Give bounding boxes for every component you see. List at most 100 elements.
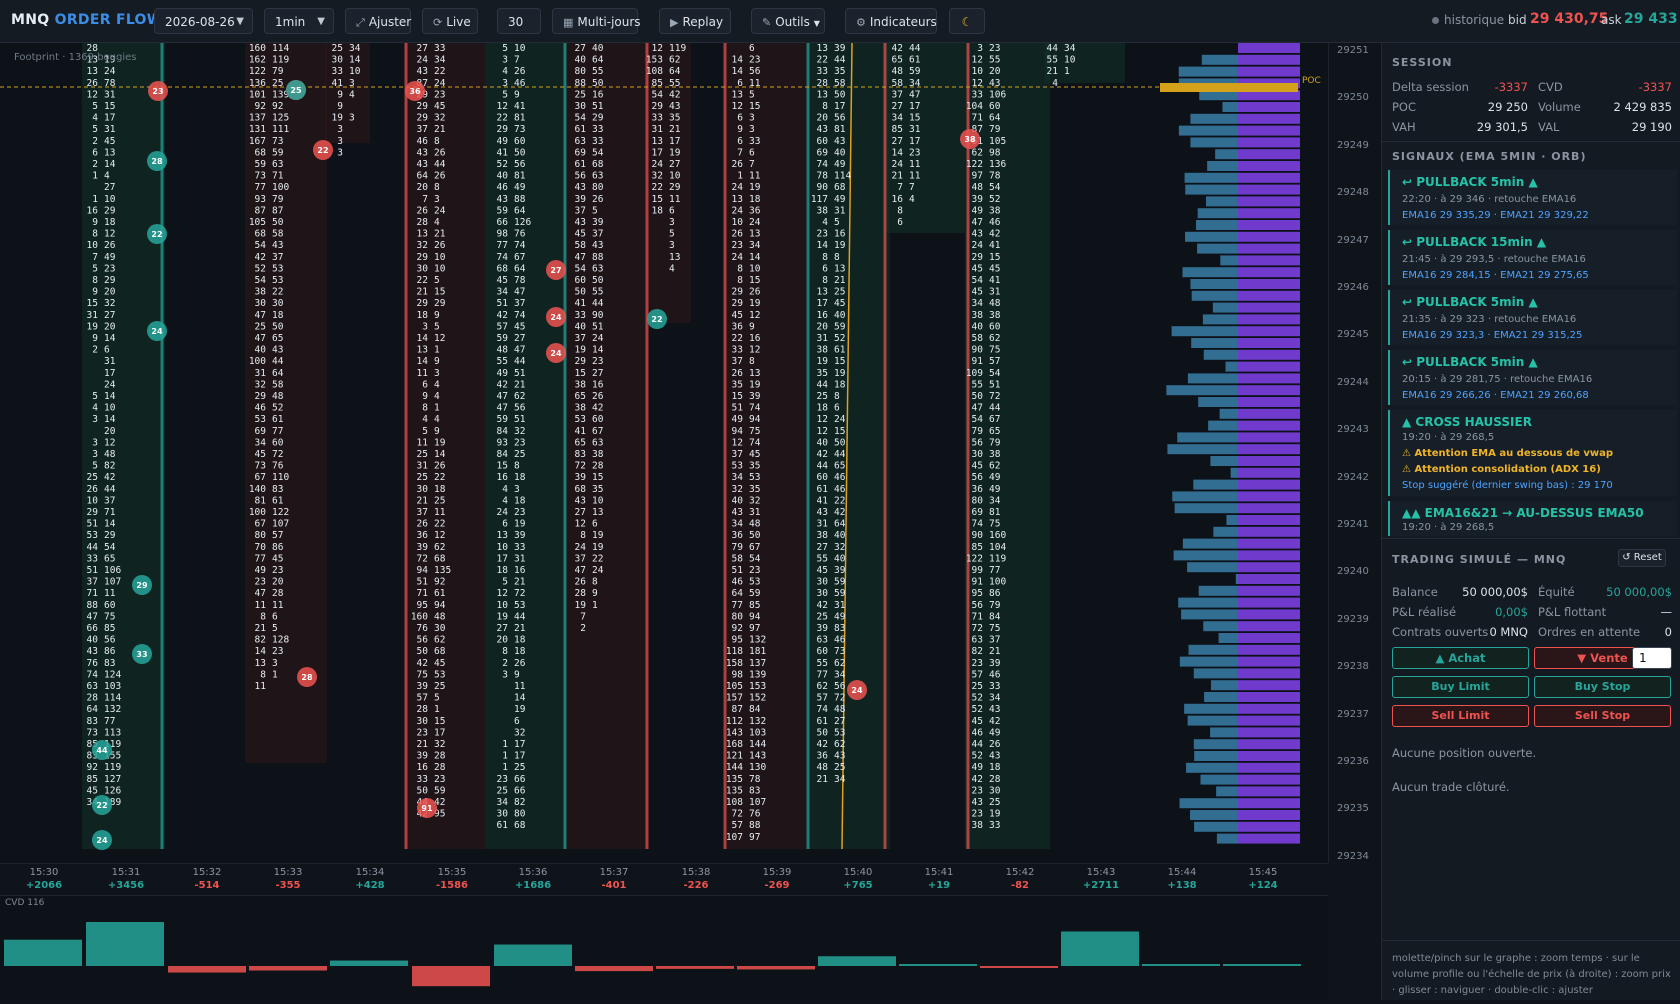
- cell-bid: 60: [817, 136, 829, 147]
- signal-card[interactable]: ↩ PULLBACK 15min ▲ 21:45 · à 29 293,5 · …: [1388, 230, 1677, 285]
- cell-ask: 49: [834, 159, 846, 170]
- live-label: Live: [446, 15, 471, 29]
- cell-ask: 51: [989, 379, 1001, 390]
- signal-card[interactable]: ↩ PULLBACK 5min ▲ 22:20 · à 29 346 · ret…: [1388, 170, 1677, 225]
- cell-bid: 17: [652, 147, 663, 158]
- signal-card[interactable]: ↩ PULLBACK 5min ▲ 20:15 · à 29 281,75 · …: [1388, 350, 1677, 405]
- profile-bar-buy: [1238, 361, 1300, 372]
- sell-limit-button[interactable]: Sell Limit: [1392, 705, 1529, 727]
- time-label: 15:39: [762, 867, 792, 878]
- imbalance-bubble: [847, 680, 867, 700]
- cell-bid: 3: [977, 43, 983, 54]
- tools-menu-button[interactable]: ✎ Outils ▼: [751, 8, 825, 34]
- cell-ask: 9: [514, 89, 520, 100]
- sell-stop-button[interactable]: Sell Stop: [1534, 705, 1671, 727]
- buy-stop-button[interactable]: Buy Stop: [1534, 676, 1671, 698]
- cell-ask: 49: [104, 252, 116, 263]
- fit-button[interactable]: ⤢ Ajuster: [345, 8, 411, 34]
- candle-body: [965, 43, 1050, 849]
- cell-ask: 50: [272, 321, 284, 332]
- cell-bid: 2: [502, 658, 508, 669]
- profile-bar-buy: [1238, 609, 1300, 620]
- cell-bid: 29: [972, 252, 984, 263]
- footprint-chart[interactable]: POC 28 13 19 13 24 26 78 12 31 5 15 4 17 5 31 2 45 6 13 2 14 1…: [0, 43, 1328, 863]
- profile-bar-sell: [1198, 585, 1238, 596]
- cell-ask: 64: [834, 519, 846, 530]
- cell-bid: 16: [817, 310, 829, 321]
- signal-card[interactable]: ▲▲ EMA16&21 → AU-DESSUS EMA50 19:20 · à …: [1388, 501, 1677, 536]
- signal-card[interactable]: ↩ PULLBACK 5min ▲ 21:35 · à 29 323 · ret…: [1388, 290, 1677, 345]
- cell-ask: 25: [514, 762, 525, 773]
- profile-bar-sell: [1219, 408, 1238, 419]
- date-select[interactable]: 2026-08-26 ▼: [154, 8, 253, 34]
- cell-bid: 37: [732, 356, 743, 367]
- cell-ask: 26: [989, 739, 1001, 750]
- profile-bar-buy: [1238, 43, 1300, 53]
- cell-bid: 15: [497, 461, 508, 472]
- profile-bar-sell: [1203, 349, 1238, 360]
- cell-ask: 17: [434, 727, 445, 738]
- cvd-label: CVD 116: [5, 898, 45, 908]
- cell-ask: 64: [272, 368, 284, 379]
- quantity-input[interactable]: 1: [1632, 647, 1672, 669]
- volume-label: Volume: [1538, 100, 1581, 114]
- cell-ask: 136: [989, 159, 1006, 170]
- cell-bid: 85: [892, 124, 903, 135]
- indicators-button[interactable]: ⚙ Indicateurs: [845, 8, 937, 34]
- cell-bid: 43: [972, 229, 983, 240]
- buy-button[interactable]: ▲ Achat: [1392, 647, 1529, 669]
- cell-bid: 47: [575, 565, 586, 576]
- cell-ask: 46: [989, 217, 1001, 228]
- cell-ask: 105: [989, 136, 1006, 147]
- cell-bid: 28: [87, 43, 99, 54]
- price-axis[interactable]: 29251 29250 29249 29248 29247 29246 29245 29244…: [1328, 43, 1381, 863]
- cell-ask: 135: [434, 565, 451, 576]
- cell-bid: 47: [255, 310, 266, 321]
- cell-bid: 25: [972, 681, 983, 692]
- moon-icon: ☾: [961, 15, 973, 29]
- cell-bid: 92: [255, 101, 266, 112]
- cell-ask: 35: [669, 113, 680, 124]
- cell-bid: 15: [652, 194, 663, 205]
- signal-detail: 22:20 · à 29 346 · retouche EMA16: [1402, 194, 1577, 205]
- cell-ask: 103: [104, 681, 121, 692]
- cell-bid: 50: [575, 287, 587, 298]
- profile-bar-buy: [1238, 314, 1300, 325]
- profile-bar-buy: [1238, 668, 1300, 679]
- theme-toggle[interactable]: ☾: [949, 8, 985, 34]
- profile-bar-sell: [1218, 633, 1238, 643]
- cell-bid: 15: [87, 298, 98, 309]
- cell-bid: 55: [1047, 55, 1058, 66]
- replay-button[interactable]: ▶ Replay: [659, 8, 731, 34]
- cell-bid: 54: [972, 414, 984, 425]
- cell-ask: 19: [104, 55, 116, 66]
- cell-bid: 131: [249, 124, 266, 135]
- cell-bid: 67: [255, 519, 266, 530]
- time-label: 15:31: [111, 867, 141, 878]
- buy-limit-button[interactable]: Buy Limit: [1392, 676, 1529, 698]
- val-value: 29 190: [1631, 120, 1672, 134]
- profile-bar-buy: [1238, 479, 1300, 490]
- volume-value: 2 429 835: [1613, 100, 1672, 114]
- live-button[interactable]: ⟳ Live: [422, 8, 478, 34]
- cell-ask: 38: [989, 310, 1001, 321]
- profile-bar-sell: [1182, 538, 1238, 549]
- cell-ask: 64: [514, 205, 526, 216]
- divider: [1382, 538, 1680, 539]
- cell-ask: 31: [834, 600, 846, 611]
- profile-bar-buy: [1238, 680, 1300, 691]
- cell-ask: 59: [272, 147, 284, 158]
- cell-bid: 82: [255, 635, 266, 646]
- signal-card[interactable]: ▲ CROSS HAUSSIER 19:20 · à 29 268,5 ⚠ At…: [1388, 410, 1677, 496]
- reset-button[interactable]: ↺ Reset: [1618, 549, 1666, 567]
- cell-bid: 40: [255, 345, 267, 356]
- cell-ask: 46: [834, 472, 846, 483]
- timeframe-select[interactable]: 1min ▼: [264, 8, 334, 34]
- cell-ask: 83: [272, 484, 283, 495]
- profile-bar-sell: [1199, 90, 1238, 101]
- profile-bar-sell: [1220, 255, 1238, 266]
- count-input[interactable]: 30: [497, 8, 541, 34]
- price-tick: 29243: [1337, 424, 1369, 436]
- multi-day-button[interactable]: ▦ Multi-jours: [552, 8, 641, 34]
- cvd-pane[interactable]: CVD 116: [0, 895, 1328, 1001]
